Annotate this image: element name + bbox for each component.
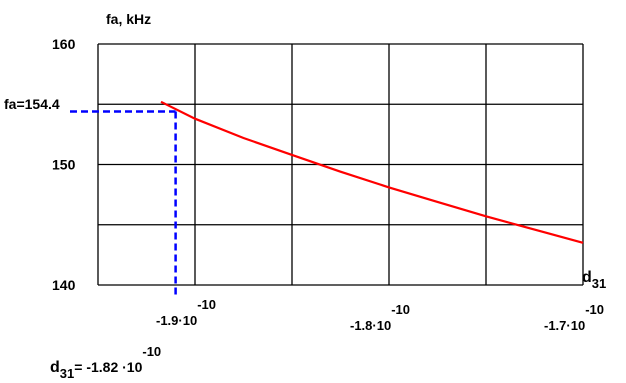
y-tick-label-4: 160: [52, 36, 76, 52]
x-axis-title: d31: [582, 269, 606, 291]
x-tick-label-1: -1.8·10-10: [350, 302, 410, 333]
x-tick-label-0: -1.9·10-10: [156, 297, 216, 328]
y-tick-label-0: 140: [52, 277, 76, 293]
grid: [97, 43, 584, 286]
y-tick-label-2: 150: [52, 157, 76, 173]
y-tick-labels: 140 150 160: [52, 36, 76, 293]
y-axis-title: fa, kHz: [106, 11, 151, 27]
annotation-y-label: fa=154.4: [4, 96, 60, 112]
annotation-lines: [70, 110, 177, 297]
annotation-x-label: d31= -1.82 ·10-10: [50, 344, 161, 381]
x-tick-labels: -1.9·10-10-1.8·10-10-1.7·10-10-1.6·10-10…: [156, 297, 604, 333]
x-tick-label-2: -1.7·10-10: [544, 302, 604, 333]
series-group: [160, 100, 584, 244]
series-line-0: [160, 100, 584, 244]
